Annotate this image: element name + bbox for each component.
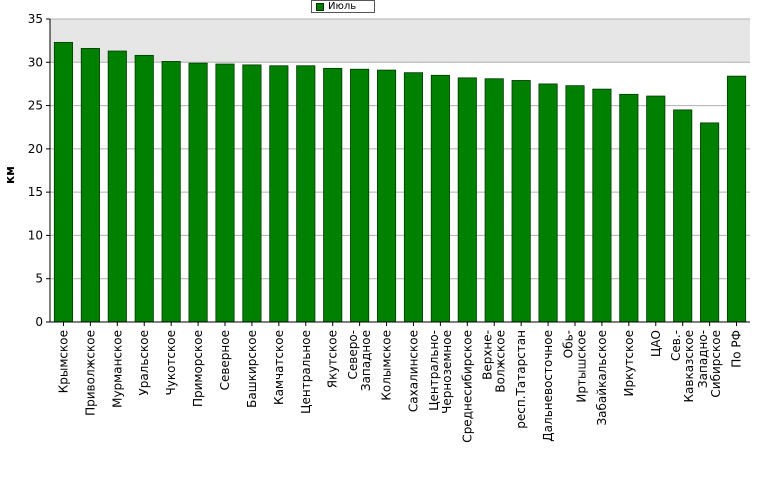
- plot-band: [50, 19, 750, 63]
- x-tick-label: Приволжское: [83, 330, 97, 416]
- y-tick-label: 25: [28, 99, 43, 113]
- y-tick-label: 0: [35, 315, 43, 329]
- bar: [430, 74, 450, 323]
- bar: [376, 69, 397, 323]
- bar: [619, 93, 639, 323]
- bar: [296, 65, 316, 323]
- y-tick-label: 15: [28, 185, 43, 199]
- bar: [403, 72, 424, 323]
- bar: [646, 95, 666, 323]
- x-tick-label: Башкирское: [245, 330, 259, 408]
- plot-area: [50, 19, 750, 322]
- x-tick-label: Якутское: [326, 330, 340, 388]
- bar: [484, 78, 504, 323]
- y-tick-label: 35: [28, 12, 43, 26]
- x-tick-label: респ.Татарстан: [514, 330, 528, 429]
- legend: Июль: [311, 0, 375, 13]
- bar: [242, 64, 262, 323]
- bar: [592, 88, 612, 323]
- x-tick-label: Обь-Иртышское: [562, 330, 589, 403]
- bar: [726, 75, 747, 323]
- bar: [80, 48, 100, 323]
- x-tick-label: Дальневосточное: [541, 330, 555, 442]
- bar: [700, 122, 720, 323]
- x-tick-label: Западно-Сибирское: [696, 330, 723, 398]
- x-tick-label: Мурманское: [110, 330, 124, 408]
- x-tick-label: Сев.-Кавказское: [669, 330, 696, 403]
- bar: [457, 77, 477, 323]
- legend-label: Июль: [328, 1, 357, 12]
- y-axis-ticks: 0 5 10 15 20 25 30 35: [28, 12, 50, 329]
- y-tick-label: 20: [28, 142, 43, 156]
- legend-swatch: [316, 2, 324, 11]
- bar: [161, 61, 181, 323]
- y-tick-label: 10: [28, 228, 43, 242]
- x-tick-label: Забайкальское: [595, 330, 609, 426]
- y-axis-label: км: [3, 166, 17, 184]
- y-tick-label: 5: [35, 272, 43, 286]
- bar: [53, 41, 74, 323]
- bar: [134, 54, 154, 323]
- x-tick-label: Центрально-Черноземное: [427, 330, 454, 414]
- bar: [188, 62, 208, 323]
- x-tick-label: Северное: [218, 330, 232, 390]
- x-tick-label: Чукотское: [164, 330, 178, 395]
- x-axis-ticks: Крымское Приволжское Мурманское Уральское Чу…: [56, 322, 744, 443]
- bar: [538, 83, 558, 323]
- y-tick-label: 30: [28, 55, 43, 69]
- bar: [215, 63, 235, 323]
- x-tick-label: Крымское: [56, 330, 70, 393]
- x-tick-label: Центральное: [299, 330, 313, 414]
- x-tick-label: Верхне-Волжское: [481, 330, 508, 393]
- bar: [269, 65, 289, 323]
- x-tick-label: Колымское: [380, 330, 394, 401]
- x-tick-label: Среднесибирское: [460, 330, 474, 443]
- x-tick-label: Приморское: [191, 330, 205, 407]
- bars: [53, 41, 747, 323]
- x-tick-label: Иркутское: [622, 330, 636, 397]
- bar: [350, 68, 370, 323]
- x-tick-label: По РФ: [730, 330, 744, 368]
- x-tick-label: Камчатское: [272, 330, 286, 405]
- x-tick-label: Северо-Западное: [346, 330, 373, 391]
- bar: [323, 67, 343, 323]
- x-tick-label: ЦАО: [649, 330, 663, 357]
- bar: [565, 85, 585, 323]
- bar: [673, 109, 693, 323]
- bar: [511, 80, 531, 323]
- x-tick-label: Уральское: [137, 330, 151, 396]
- bar: [107, 50, 127, 323]
- x-tick-label: Сахалинское: [406, 330, 420, 412]
